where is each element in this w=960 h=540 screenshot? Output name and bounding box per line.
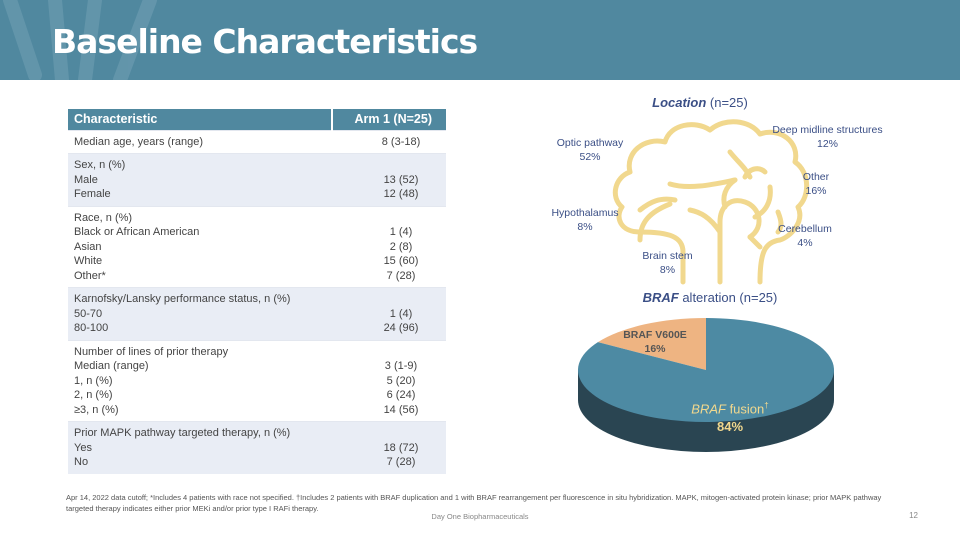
cell-line xyxy=(362,211,440,226)
cell-line xyxy=(362,292,440,307)
characteristic-cell: Number of lines of prior therapy Median (… xyxy=(68,339,332,422)
company-name: Day One Biopharmaceuticals xyxy=(431,512,529,521)
location-label-brain-stem: Brain stem 8% xyxy=(642,250,693,276)
table-row: Karnofsky/Lansky performance status, n (… xyxy=(68,287,446,340)
cell-line: 80-100 xyxy=(74,322,109,334)
slice-label-v600e: BRAF V600E 16% xyxy=(623,329,687,355)
cell-line: Race, n (%) xyxy=(74,211,133,224)
table-row: Sex, n (%) Male Female 13 (52) 12 (48) xyxy=(68,153,446,206)
table-row: Race, n (%) Black or African American Asia… xyxy=(68,205,446,288)
characteristic-cell: Median age, years (range) xyxy=(68,129,332,154)
brain-icon xyxy=(612,119,810,285)
value-cell: 1 (4) 2 (8) 15 (60) 7 (28) xyxy=(332,205,446,288)
table-row: Prior MAPK pathway targeted therapy, n (… xyxy=(68,421,446,474)
value-cell: 18 (72) 7 (28) xyxy=(332,421,446,474)
cell-line: 14 (56) xyxy=(383,403,419,416)
cell-line: Black or African American xyxy=(74,226,200,238)
cell-line xyxy=(362,426,440,441)
value-cell: 1 (4) 24 (96) xyxy=(332,287,446,340)
cell-line: Male xyxy=(74,173,98,186)
cell-line: White xyxy=(74,255,103,267)
table-row: Number of lines of prior therapy Median (… xyxy=(68,339,446,422)
cell-line: 1, n (%) xyxy=(74,374,113,387)
cell-line: Female xyxy=(74,188,111,200)
cell-line: Number of lines of prior therapy xyxy=(74,345,229,358)
column-header: Arm 1 (N=25) xyxy=(331,109,446,130)
characteristic-cell: Karnofsky/Lansky performance status, n (… xyxy=(68,287,332,340)
cell-line: Median (range) xyxy=(74,360,149,372)
page-title: Baseline Characteristics xyxy=(52,22,478,61)
cell-line: 1 (4) xyxy=(389,307,413,320)
cell-line: 2 (8) xyxy=(389,240,413,253)
cell-line: 13 (52) xyxy=(383,173,419,186)
page-number: 12 xyxy=(909,511,918,520)
characteristic-cell: Sex, n (%) Male Female xyxy=(68,153,332,206)
banner-decoration xyxy=(3,0,157,80)
cell-line: 2, n (%) xyxy=(74,389,113,401)
title-banner: Baseline Characteristics xyxy=(0,0,960,80)
cell-line: Karnofsky/Lansky performance status, n (… xyxy=(74,293,291,305)
cell-line: 5 (20) xyxy=(386,374,416,387)
characteristic-cell: Prior MAPK pathway targeted therapy, n (… xyxy=(68,421,332,474)
cell-line: 15 (60) xyxy=(383,255,419,267)
cell-line: 3 (1-9) xyxy=(384,360,418,372)
cell-line: 24 (96) xyxy=(383,322,419,334)
cell-line xyxy=(362,345,440,360)
slice-label-fusion: BRAF fusion† 84% xyxy=(691,401,769,435)
pie-slice xyxy=(597,318,706,370)
cell-line: 6 (24) xyxy=(386,389,416,401)
location-label-hypothalamus: Hypothalamus 8% xyxy=(551,207,619,233)
cell-line: 1 (4) xyxy=(389,226,413,238)
cell-line: 8 (3-18) xyxy=(381,135,421,148)
cell-line: 7 (28) xyxy=(386,269,416,282)
pie-slice xyxy=(578,318,834,422)
value-cell: 3 (1-9) 5 (20) 6 (24) 14 (56) xyxy=(332,339,446,422)
value-cell: 8 (3-18) xyxy=(332,129,446,154)
location-label-deep-midline: Deep midline structures 12% xyxy=(772,124,883,150)
cell-line xyxy=(362,158,440,173)
location-label-optic: Optic pathway 52% xyxy=(556,137,624,163)
cell-line: Sex, n (%) xyxy=(74,159,126,171)
location-label-other: Other 16% xyxy=(802,171,830,197)
cell-line: Prior MAPK pathway targeted therapy, n (… xyxy=(74,427,291,439)
braf-pie-chart xyxy=(578,318,834,452)
cell-line: Other* xyxy=(74,269,106,282)
baseline-table: Characteristic Arm 1 (N=25) Median age, y… xyxy=(68,109,446,474)
cell-line: ≥3, n (%) xyxy=(74,403,119,416)
cell-line: Yes xyxy=(74,441,92,454)
cell-line: 18 (72) xyxy=(383,441,419,454)
cell-line: No xyxy=(74,456,89,468)
location-label-cerebellum: Cerebellum 4% xyxy=(778,223,832,249)
table-row: Median age, years (range) 8 (3-18) xyxy=(68,129,446,154)
value-cell: 13 (52) 12 (48) xyxy=(332,153,446,206)
cell-line: Asian xyxy=(74,240,102,253)
footnote: Apr 14, 2022 data cutoff; *Includes 4 pa… xyxy=(66,493,882,513)
characteristic-cell: Race, n (%) Black or African American Asia… xyxy=(68,205,332,288)
column-header: Characteristic xyxy=(68,109,332,130)
braf-title: BRAF alteration (n=25) xyxy=(642,290,778,305)
cell-line: 50-70 xyxy=(74,307,103,320)
location-title: Location (n=25) xyxy=(652,95,748,110)
cell-line: Median age, years (range) xyxy=(74,135,204,148)
cell-line: 12 (48) xyxy=(383,188,419,200)
cell-line: 7 (28) xyxy=(386,456,416,468)
